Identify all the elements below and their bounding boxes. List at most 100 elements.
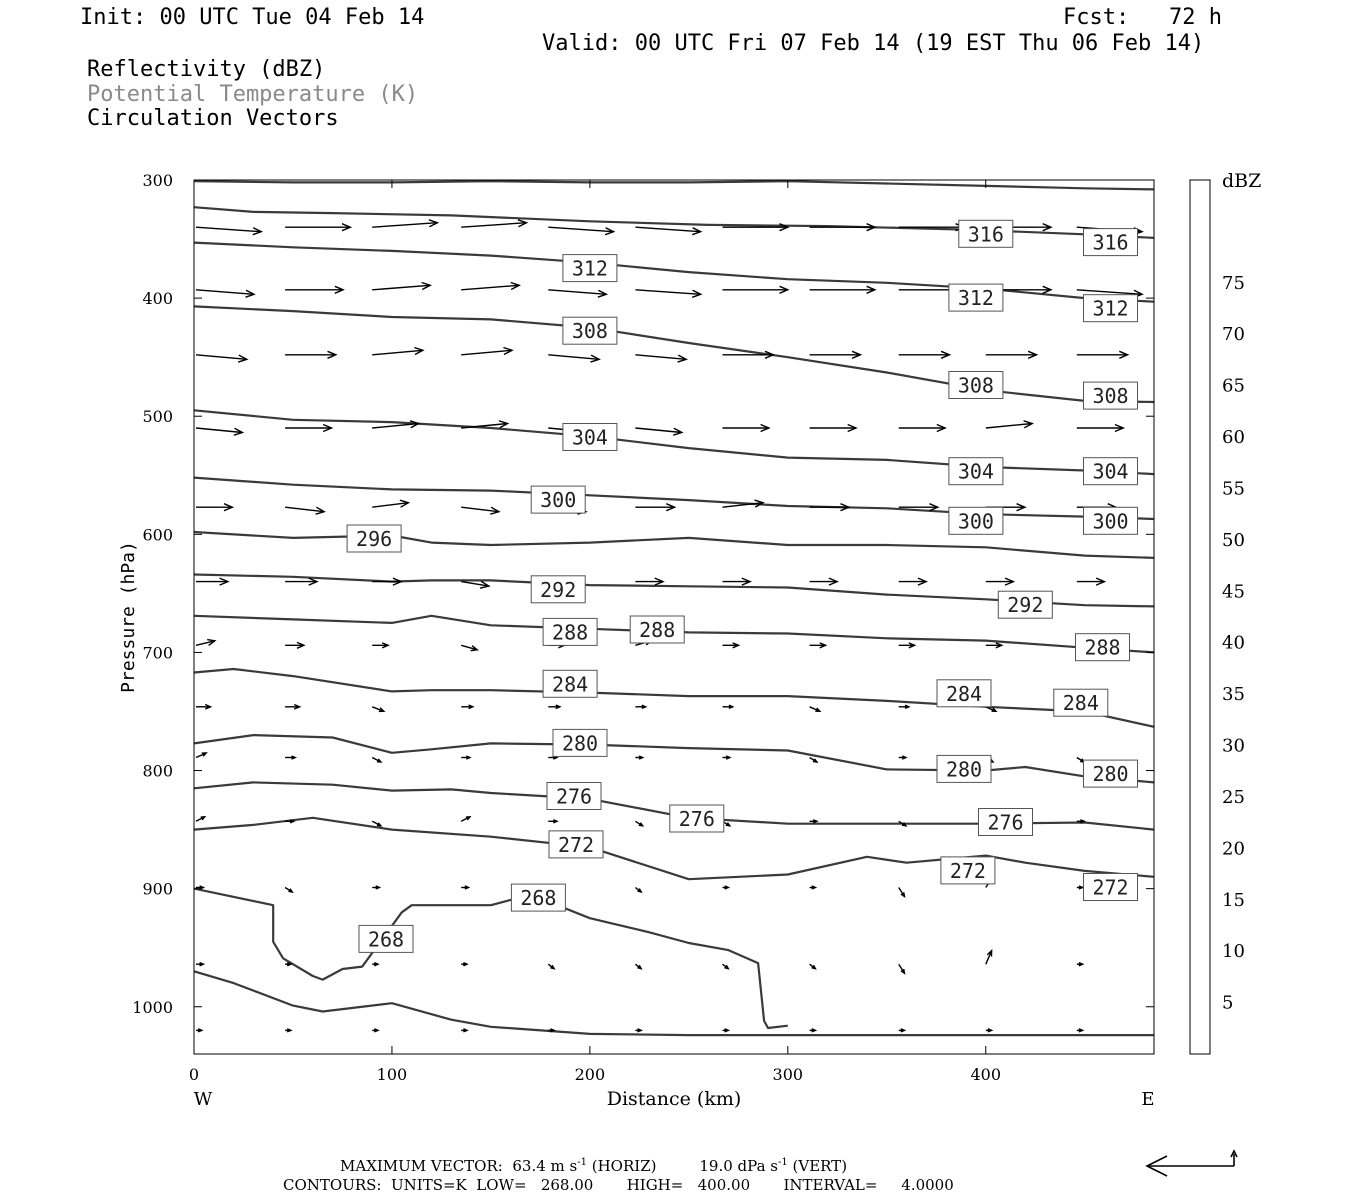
circulation-vector bbox=[898, 1028, 907, 1033]
contour-label: 284 bbox=[542, 669, 598, 698]
vector-head bbox=[1080, 819, 1086, 824]
circulation-vector bbox=[195, 427, 245, 436]
contour-label-text: 272 bbox=[950, 859, 986, 883]
x-tick-label: 100 bbox=[377, 1065, 408, 1084]
vector-head bbox=[291, 755, 298, 760]
vector-head bbox=[811, 885, 818, 890]
circulation-vector bbox=[722, 642, 741, 649]
vector-head bbox=[1042, 223, 1053, 232]
circulation-vectors bbox=[195, 219, 1144, 1033]
theta-contour-316 bbox=[193, 180, 1155, 191]
vector-head bbox=[819, 642, 828, 649]
theta-contour-312 bbox=[193, 241, 1155, 303]
vector-shaft bbox=[195, 289, 255, 295]
vector-head bbox=[940, 350, 952, 359]
contour-label: 304 bbox=[562, 423, 618, 451]
vector-head bbox=[811, 964, 817, 970]
vector-head bbox=[334, 285, 345, 294]
circulation-vector bbox=[634, 963, 643, 970]
circulation-vector bbox=[372, 962, 380, 967]
contour-label: 292 bbox=[997, 590, 1053, 619]
vector-head bbox=[200, 815, 207, 821]
vector-head bbox=[381, 642, 390, 649]
vector-head bbox=[1004, 577, 1016, 586]
vector-head bbox=[866, 223, 877, 232]
vector-head bbox=[245, 289, 256, 298]
theta-contour-272 bbox=[193, 816, 1155, 881]
circulation-vector bbox=[371, 820, 383, 827]
y-tick-label: 700 bbox=[142, 643, 173, 662]
contour-label-text: 272 bbox=[558, 833, 594, 857]
vector-head bbox=[375, 885, 382, 890]
colorbar-unit-label: dBZ bbox=[1222, 170, 1261, 192]
vector-head bbox=[590, 354, 601, 363]
x-tick-label: 400 bbox=[970, 1065, 1001, 1084]
circulation-vector bbox=[635, 1028, 644, 1033]
circulation-vector bbox=[635, 704, 648, 709]
theta-contour-280 bbox=[193, 733, 1155, 784]
vector-head bbox=[233, 427, 245, 436]
field-label-potential-temperature: Potential Temperature (K) bbox=[87, 82, 419, 107]
circulation-vector bbox=[635, 226, 703, 236]
exponent-horizontal: -1 bbox=[577, 1157, 587, 1168]
contour-label: 268 bbox=[510, 883, 566, 912]
colorbar-level-label: 25 bbox=[1222, 787, 1245, 808]
circulation-vector bbox=[809, 223, 877, 232]
contour-label-text: 288 bbox=[639, 618, 675, 642]
vector-head bbox=[428, 219, 440, 228]
vector-head bbox=[1078, 1028, 1085, 1033]
y-tick-label: 1000 bbox=[132, 998, 173, 1017]
circulation-vector bbox=[809, 1028, 818, 1033]
y-tick-label: 800 bbox=[142, 762, 173, 781]
contour-label: 312 bbox=[562, 254, 618, 283]
vector-head bbox=[466, 755, 472, 760]
contour-label: 308 bbox=[562, 316, 618, 345]
vector-shaft bbox=[635, 354, 687, 360]
contour-label-text: 288 bbox=[552, 620, 588, 644]
contour-label-text: 276 bbox=[679, 807, 715, 831]
vector-head bbox=[1078, 962, 1085, 967]
circulation-vector bbox=[284, 886, 294, 893]
x-axis-east-label: E bbox=[1141, 1089, 1154, 1110]
contour-label: 272 bbox=[548, 830, 604, 859]
circulation-vector bbox=[548, 704, 562, 710]
circulation-vector bbox=[809, 423, 858, 433]
contour-label-box bbox=[358, 924, 414, 953]
vector-head bbox=[555, 704, 562, 710]
contour-label-box bbox=[948, 283, 1004, 312]
contour-label-box bbox=[1083, 381, 1138, 410]
contour-label: 272 bbox=[1083, 873, 1138, 901]
vector-head bbox=[1023, 420, 1034, 429]
circulation-vector bbox=[635, 427, 684, 436]
vector-shaft bbox=[195, 752, 207, 759]
field-label-reflectivity: Reflectivity (dBZ) bbox=[87, 57, 326, 82]
circulation-vector bbox=[196, 1028, 204, 1033]
vector-head bbox=[207, 638, 217, 646]
vector-head bbox=[900, 1028, 907, 1033]
contour-label: 276 bbox=[978, 808, 1033, 836]
x-axis-title: Distance (km) bbox=[607, 1088, 742, 1110]
colorbar-level-label: 50 bbox=[1222, 530, 1245, 551]
circulation-vector bbox=[372, 281, 432, 291]
contour-label: 276 bbox=[669, 804, 725, 833]
circulation-vector bbox=[809, 819, 819, 824]
contour-label-text: 304 bbox=[572, 426, 608, 450]
circulation-vector bbox=[372, 420, 421, 429]
circulation-vector bbox=[195, 752, 208, 759]
contour-label-box bbox=[1083, 457, 1138, 486]
contour-label-box bbox=[562, 254, 618, 283]
vector-head bbox=[1027, 350, 1039, 359]
vector-shaft bbox=[195, 226, 262, 233]
contour-label: 280 bbox=[936, 754, 992, 783]
circulation-vector bbox=[1076, 819, 1086, 824]
vector-shaft bbox=[635, 289, 701, 295]
circulation-vector bbox=[548, 1028, 556, 1033]
theta-contour-268 bbox=[193, 887, 788, 1030]
vector-head bbox=[908, 642, 917, 649]
contour-label-text: 304 bbox=[1092, 460, 1128, 484]
vector-head bbox=[399, 499, 411, 508]
vector-head bbox=[219, 577, 230, 586]
vector-head bbox=[378, 707, 386, 713]
vector-head bbox=[812, 819, 819, 824]
circulation-vector bbox=[285, 506, 326, 515]
